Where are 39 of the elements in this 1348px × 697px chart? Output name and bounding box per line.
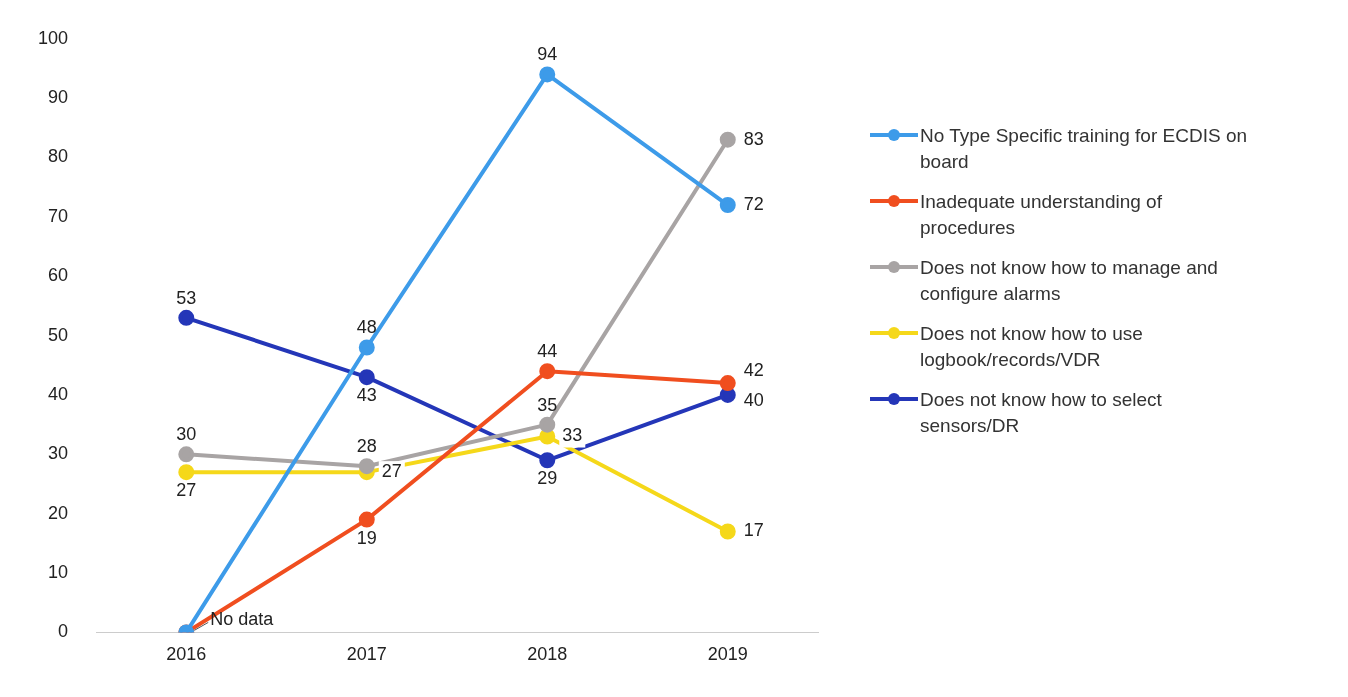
data-label: 19 (356, 527, 377, 548)
data-label: 27 (381, 461, 402, 482)
data-label: 27 (176, 480, 197, 501)
data-label: 43 (356, 385, 377, 406)
y-tick-label: 70 (48, 205, 69, 226)
data-label: 44 (537, 341, 558, 362)
data-label: 33 (562, 425, 583, 446)
y-tick-label: 0 (58, 621, 69, 642)
y-tick-label: 60 (48, 265, 69, 286)
data-label: 83 (743, 128, 764, 149)
x-tick-label: 2016 (166, 644, 207, 665)
legend-label: Does not know how to manage and configure alarms (920, 256, 1219, 306)
y-tick-label: 50 (48, 324, 69, 345)
y-tick-label: 10 (48, 562, 69, 583)
y-tick-label: 100 (37, 27, 69, 48)
legend-label: Inadequate understanding of procedures (920, 190, 1163, 240)
y-tick-label: 90 (48, 87, 69, 108)
data-label: 40 (743, 389, 764, 410)
annotation: No data (210, 609, 275, 630)
data-label: 72 (743, 193, 764, 214)
data-label: 29 (537, 468, 558, 489)
y-tick-label: 20 (48, 502, 69, 523)
data-label: 42 (743, 360, 764, 381)
data-label: 28 (356, 436, 377, 457)
data-label: 94 (537, 44, 558, 65)
legend-label: Does not know how to use logbook/records/VDR (920, 322, 1144, 372)
x-tick-label: 2017 (346, 644, 387, 665)
legend-label: No Type Specific training for ECDIS on board (920, 124, 1249, 174)
y-tick-label: 30 (48, 443, 69, 464)
y-tick-label: 40 (48, 383, 69, 404)
data-label: 30 (176, 424, 197, 445)
data-label: 53 (176, 287, 197, 308)
y-tick-label: 80 (48, 146, 69, 167)
x-tick-label: 2018 (527, 644, 568, 665)
data-label: 17 (743, 520, 764, 541)
x-tick-label: 2019 (707, 644, 748, 665)
data-label: 35 (537, 394, 558, 415)
data-label: 48 (356, 317, 377, 338)
legend-label: Does not know how to select sensors/DR (920, 388, 1163, 438)
